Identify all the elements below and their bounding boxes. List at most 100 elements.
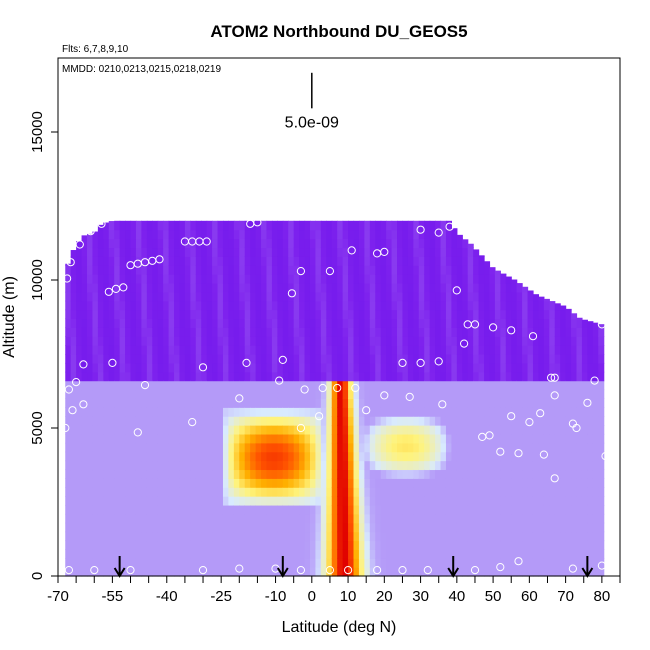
heatmap-cell	[560, 327, 567, 337]
heatmap-cell	[103, 416, 110, 426]
heatmap-cell	[282, 291, 289, 302]
heatmap-cell	[348, 460, 355, 471]
heatmap-cell	[538, 398, 545, 408]
heatmap-cell	[380, 300, 387, 311]
heatmap-cell	[505, 442, 512, 453]
heatmap-cell	[375, 291, 382, 302]
heatmap-cell	[315, 238, 322, 249]
heatmap-cell	[125, 220, 132, 231]
heatmap-cell	[522, 389, 529, 399]
heatmap-cell	[375, 345, 382, 355]
heatmap-cell	[440, 487, 447, 497]
heatmap-cell	[184, 531, 191, 542]
heatmap-cell	[353, 256, 360, 266]
heatmap-cell	[179, 380, 186, 391]
heatmap-cell	[217, 265, 224, 275]
heatmap-cell	[369, 318, 376, 328]
heatmap-cell	[250, 282, 257, 293]
heatmap-cell	[581, 336, 588, 346]
heatmap-cell	[152, 309, 159, 320]
heatmap-cell	[87, 327, 94, 337]
heatmap-cell	[424, 469, 431, 479]
heatmap-cell	[201, 407, 208, 417]
heatmap-cell	[369, 362, 376, 373]
heatmap-cell	[87, 558, 94, 568]
heatmap-cell	[581, 487, 588, 497]
heatmap-cell	[299, 460, 306, 471]
heatmap-cell	[571, 460, 578, 471]
heatmap-cell	[168, 274, 175, 284]
heatmap-cell	[505, 558, 512, 568]
heatmap-cell	[543, 442, 550, 453]
heatmap-cell	[65, 531, 72, 542]
heatmap-cell	[473, 496, 480, 506]
heatmap-cell	[418, 238, 425, 249]
heatmap-cell	[532, 504, 540, 515]
heatmap-cell	[163, 238, 170, 249]
heatmap-cell	[489, 451, 496, 462]
heatmap-cell	[76, 460, 83, 471]
heatmap-cell	[70, 291, 77, 302]
heatmap-cell	[598, 460, 605, 471]
heatmap-cell	[157, 398, 164, 408]
heatmap-cell	[130, 371, 137, 382]
heatmap-cell	[81, 567, 88, 577]
heatmap-cell	[244, 274, 251, 284]
heatmap-cell	[315, 567, 322, 577]
heatmap-cell	[244, 558, 251, 568]
heatmap-cell	[505, 416, 512, 426]
heatmap-cell	[190, 229, 197, 240]
heatmap-cell	[456, 451, 463, 462]
heatmap-cell	[565, 354, 572, 364]
heatmap-cell	[467, 549, 474, 559]
flight-point	[275, 376, 284, 385]
heatmap-cell	[261, 309, 268, 320]
heatmap-cell	[445, 380, 452, 391]
heatmap-cell	[92, 282, 99, 293]
heatmap-cell	[277, 442, 284, 453]
heatmap-cell	[174, 389, 181, 399]
heatmap-cell	[244, 291, 251, 302]
heatmap-cell	[304, 487, 311, 497]
heatmap-cell	[571, 362, 578, 373]
heatmap-cell	[304, 425, 311, 435]
heatmap-cell	[386, 327, 393, 337]
flight-point	[539, 450, 549, 459]
heatmap-cell	[195, 540, 202, 550]
heatmap-cell	[456, 256, 463, 266]
heatmap-cell	[445, 389, 452, 399]
heatmap-cell	[206, 540, 213, 550]
heatmap-cell	[152, 442, 159, 453]
heatmap-cell	[500, 389, 507, 399]
heatmap-cell	[255, 247, 262, 257]
heatmap-cell	[418, 433, 425, 444]
heatmap-cell	[402, 291, 409, 302]
heatmap-cell	[462, 433, 469, 444]
heatmap-cell	[484, 389, 491, 399]
heatmap-cell	[456, 389, 463, 399]
heatmap-cell	[97, 425, 104, 435]
flight-point	[253, 218, 262, 227]
heatmap-cell	[206, 265, 213, 275]
heatmap-cell	[81, 416, 88, 426]
heatmap-cell	[70, 389, 77, 399]
heatmap-cell	[255, 567, 262, 577]
heatmap-cell	[554, 362, 561, 373]
heatmap-cell	[65, 318, 72, 328]
heatmap-cell	[380, 354, 387, 364]
heatmap-cell	[266, 407, 273, 417]
heatmap-cell	[119, 238, 126, 249]
heatmap-cell	[146, 540, 153, 550]
heatmap-cell	[565, 504, 572, 515]
heatmap-cell	[239, 300, 246, 311]
heatmap-cell	[511, 282, 518, 293]
heatmap-cell	[592, 513, 599, 524]
heatmap-cell	[152, 291, 159, 302]
heatmap-cell	[195, 487, 202, 497]
heatmap-cell	[168, 265, 175, 275]
heatmap-cell	[266, 229, 273, 240]
heatmap-cell	[353, 265, 360, 275]
heatmap-cell	[65, 487, 72, 497]
heatmap-cell	[484, 540, 491, 550]
heatmap-cell	[364, 354, 371, 364]
